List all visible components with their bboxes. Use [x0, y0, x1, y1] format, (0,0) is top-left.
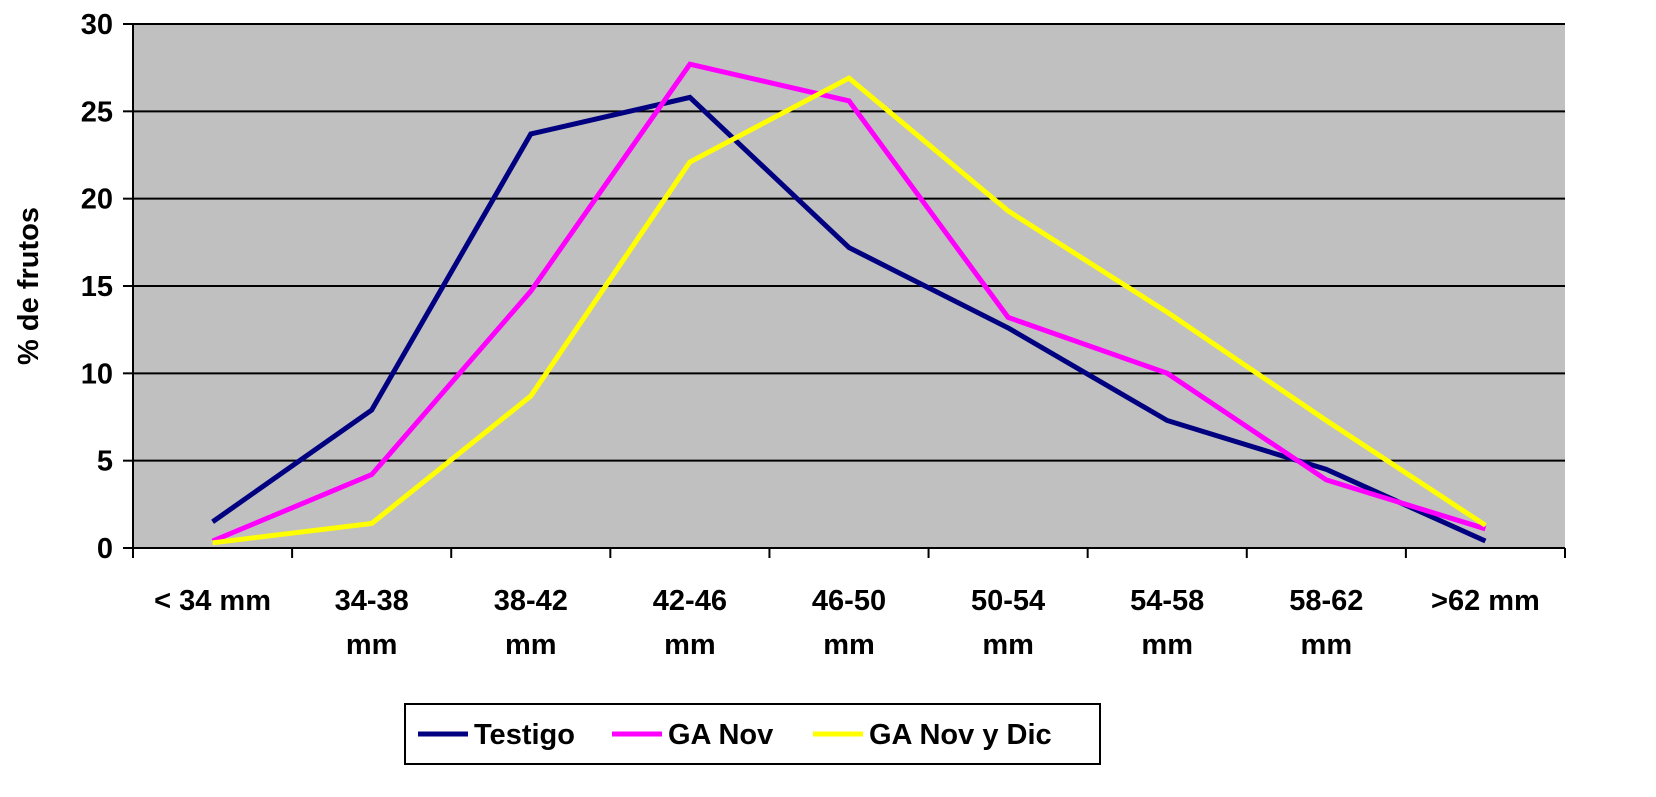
- gridlines: [133, 23, 1565, 462]
- y-tick-label: 25: [81, 96, 113, 128]
- legend-label: Testigo: [474, 719, 575, 751]
- y-tick-label: 30: [81, 9, 113, 41]
- x-tick-label: 58-62 mm: [1289, 585, 1363, 661]
- y-tick-label: 20: [81, 184, 113, 216]
- series-line-3: [212, 75, 1487, 546]
- series-lines: [211, 61, 1487, 546]
- x-tick-label: 38-42 mm: [494, 585, 568, 661]
- x-axis-tick-labels: < 34 mm 34-38 mm 38-42 mm 42-46 mm 46-50 mm 50-54…: [154, 585, 1540, 661]
- y-tick-label: 15: [81, 271, 113, 303]
- x-tick-label: 54-58 mm: [1130, 585, 1204, 661]
- series-line-2: [211, 61, 1487, 544]
- y-axis-title: % de frutos: [13, 207, 45, 365]
- x-tick-label: >62 mm: [1431, 585, 1540, 617]
- x-tick-label: 50-54 mm: [971, 585, 1045, 661]
- y-axis-tick-labels: 0 5 10 15 20 25 30: [81, 9, 113, 565]
- legend-label: GA Nov: [668, 719, 773, 751]
- y-tick-label: 0: [97, 533, 113, 565]
- y-tick-label: 5: [97, 446, 113, 478]
- axes: [123, 23, 1566, 558]
- legend-label: GA Nov y Dic: [869, 719, 1052, 751]
- x-tick-label: 42-46 mm: [653, 585, 727, 661]
- legend-box: [404, 703, 1101, 765]
- x-tick-label: 34-38 mm: [335, 585, 409, 661]
- x-tick-label: < 34 mm: [154, 585, 271, 617]
- legend: Testigo GA Nov GA Nov y Dic: [404, 703, 1101, 765]
- series-line-1: [211, 94, 1487, 544]
- y-tick-label: 10: [81, 358, 113, 390]
- x-tick-label: 46-50 mm: [812, 585, 886, 661]
